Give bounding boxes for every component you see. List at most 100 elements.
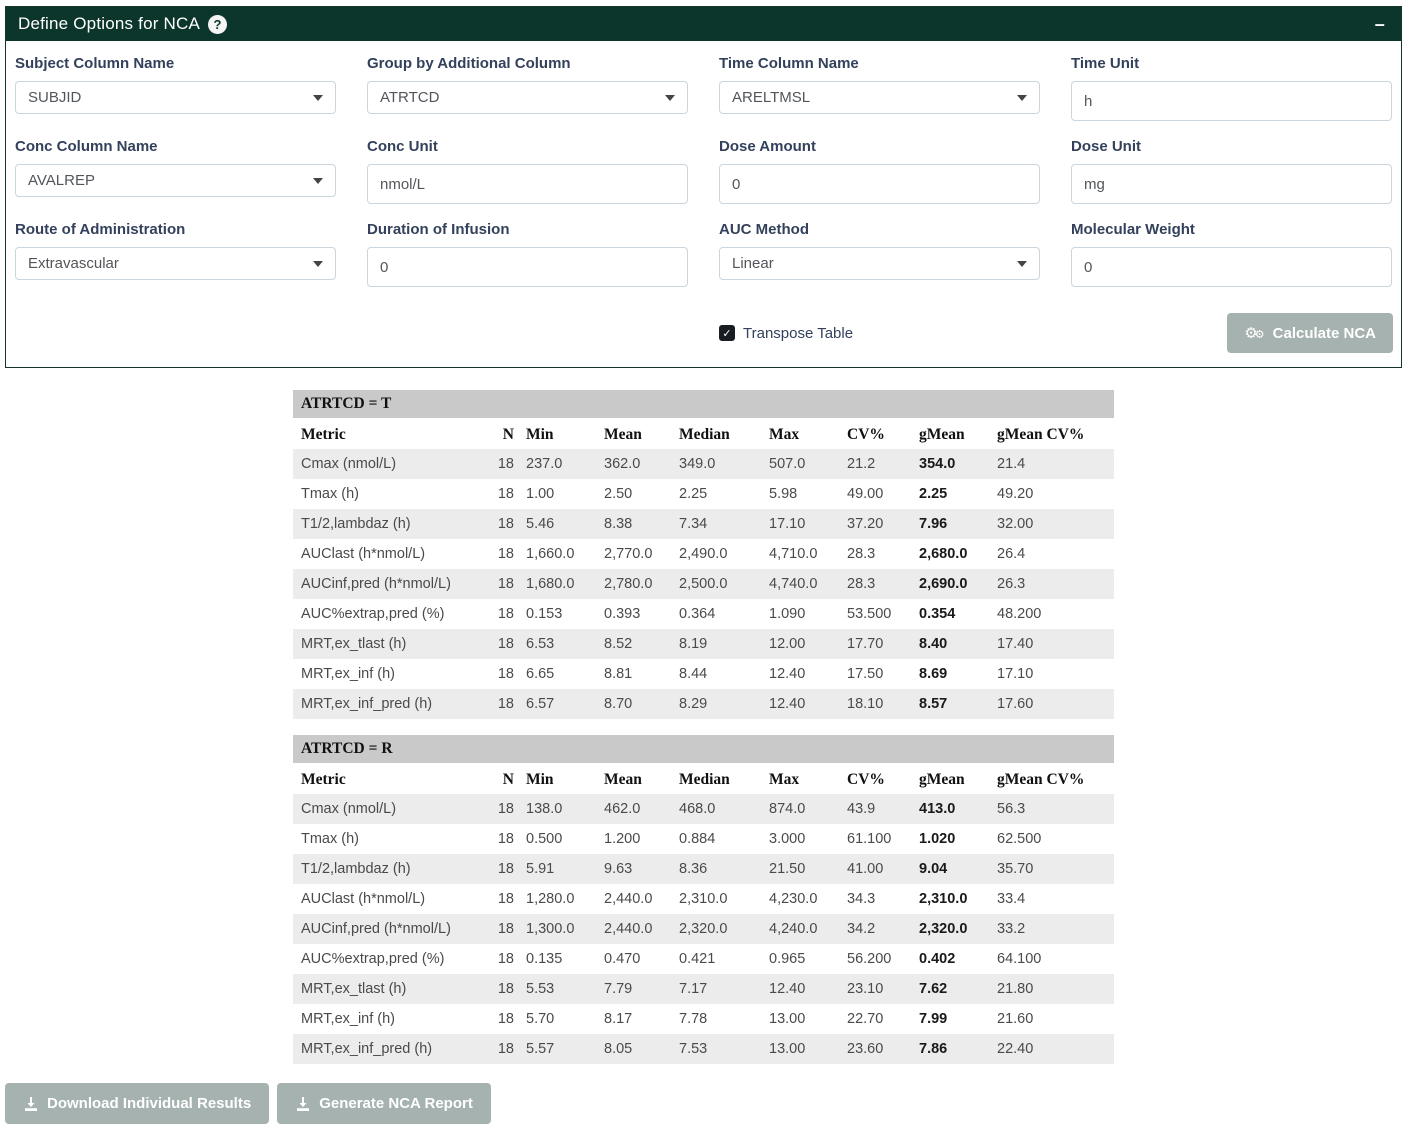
table-row: AUClast (h*nmol/L) 18 1,660.0 2,770.0 2,490.… <box>293 539 1114 569</box>
column-header: Median <box>671 419 761 449</box>
download-individual-results-label: Download Individual Results <box>47 1095 252 1112</box>
value-cell: 18 <box>493 854 518 884</box>
auc-method-select[interactable]: Linear <box>719 247 1040 280</box>
metric-cell: Tmax (h) <box>301 831 359 847</box>
value-cell: 18 <box>493 689 518 719</box>
duration-of-infusion-label: Duration of Infusion <box>367 221 510 238</box>
molecular-weight-input[interactable] <box>1071 247 1392 287</box>
value-cell: 18 <box>497 831 514 847</box>
transpose-table-option: ✓ Transpose Table <box>719 325 1041 342</box>
value-cell: 56.200 <box>847 951 892 967</box>
table-row: MRT,ex_inf_pred (h) 18 6.57 8.70 8.29 12.40 18… <box>293 689 1115 719</box>
download-icon <box>23 1096 39 1112</box>
subject-column-name-field: Subject Column Name SUBJID <box>15 55 336 121</box>
calculate-nca-button[interactable]: ⚙ ⚙ Calculate NCA <box>1227 313 1393 353</box>
column-header: gMean CV% <box>989 764 1115 794</box>
value-cell: 18 <box>493 629 518 659</box>
help-icon[interactable]: ? <box>208 14 228 34</box>
dose-amount-input[interactable] <box>719 164 1040 204</box>
value-cell: 2,320.0 <box>911 914 989 944</box>
value-cell: 18 <box>497 666 514 682</box>
value-cell: 7.99 <box>919 1011 948 1027</box>
column-header: Metric <box>293 419 493 449</box>
chevron-down-icon <box>313 260 323 267</box>
value-cell: 0.364 <box>679 606 716 622</box>
panel-header: Define Options for NCA ? – <box>6 7 1401 41</box>
group-by-additional-column-field: Group by Additional Column ATRTCD <box>367 55 688 121</box>
column-header: gMean <box>911 764 989 794</box>
route-of-administration-select[interactable]: Extravascular <box>15 247 336 280</box>
table-row: AUC%extrap,pred (%) 18 0.153 0.393 0.364 1.09… <box>293 599 1114 629</box>
value-cell: 3.000 <box>769 831 806 847</box>
metric-cell: MRT,ex_tlast (h) <box>293 974 493 1004</box>
value-cell: 18 <box>493 914 518 944</box>
value-cell: 0.354 <box>919 606 956 622</box>
metric-cell: MRT,ex_inf (h) <box>301 666 396 682</box>
value-cell: 34.2 <box>839 914 911 944</box>
time-unit-input[interactable] <box>1071 81 1392 121</box>
value-cell: 874.0 <box>761 794 839 824</box>
auc-method-label: AUC Method <box>719 221 809 238</box>
value-cell: 17.10 <box>997 666 1034 682</box>
value-cell: 8.19 <box>671 629 761 659</box>
value-cell: 18 <box>497 891 514 907</box>
value-cell: 1.020 <box>919 831 956 847</box>
column-header: Min <box>518 419 596 449</box>
value-cell: 2,680.0 <box>919 546 968 562</box>
column-header: CV% <box>839 764 911 794</box>
value-cell: 6.65 <box>526 666 555 682</box>
time-column-name-value: ARELTMSL <box>732 89 811 106</box>
dose-amount-field: Dose Amount <box>719 138 1040 204</box>
dose-unit-input[interactable] <box>1071 164 1392 204</box>
metric-cell: AUCinf,pred (h*nmol/L) <box>293 569 493 599</box>
table-row: Cmax (nmol/L) 18 237.0 362.0 349.0 507.0 21.2 3… <box>293 449 1115 479</box>
value-cell: 7.34 <box>671 509 761 539</box>
value-cell: 1,280.0 <box>526 891 575 907</box>
value-cell: 7.96 <box>911 509 989 539</box>
column-header: CV% <box>839 419 911 449</box>
value-cell: 5.57 <box>518 1034 596 1064</box>
table-row: AUClast (h*nmol/L) 18 1,280.0 2,440.0 2,310.… <box>293 884 1114 914</box>
value-cell: 0.470 <box>604 951 641 967</box>
route-of-administration-label: Route of Administration <box>15 221 186 238</box>
duration-of-infusion-input[interactable] <box>367 247 688 287</box>
value-cell: 1,300.0 <box>518 914 596 944</box>
transpose-table-checkbox[interactable]: ✓ <box>719 325 735 341</box>
metric-cell: AUClast (h*nmol/L) <box>301 891 426 907</box>
value-cell: 7.86 <box>911 1034 989 1064</box>
value-cell: 2.50 <box>604 486 633 502</box>
column-header: gMean <box>911 419 989 449</box>
conc-column-name-select[interactable]: AVALREP <box>15 164 336 197</box>
molecular-weight-field: Molecular Weight <box>1071 221 1392 287</box>
duration-of-infusion-field: Duration of Infusion <box>367 221 688 287</box>
download-individual-results-button[interactable]: Download Individual Results <box>5 1083 270 1124</box>
time-column-name-select[interactable]: ARELTMSL <box>719 81 1040 114</box>
generate-nca-report-button[interactable]: Generate NCA Report <box>277 1083 491 1124</box>
column-header: Max <box>761 764 839 794</box>
value-cell: 17.70 <box>839 629 911 659</box>
auc-method-value: Linear <box>732 255 774 272</box>
value-cell: 1.00 <box>526 486 555 502</box>
conc-column-name-label: Conc Column Name <box>15 138 158 155</box>
route-of-administration-field: Route of Administration Extravascular <box>15 221 336 287</box>
metric-cell: AUC%extrap,pred (%) <box>301 951 445 967</box>
value-cell: 18 <box>493 1034 518 1064</box>
value-cell: 8.69 <box>919 666 948 682</box>
metric-cell: MRT,ex_inf (h) <box>301 1011 396 1027</box>
download-icon <box>295 1096 311 1112</box>
conc-unit-input[interactable] <box>367 164 688 204</box>
group-by-additional-column-select[interactable]: ATRTCD <box>367 81 688 114</box>
column-header: N <box>493 764 518 794</box>
value-cell: 0.393 <box>604 606 641 622</box>
conc-column-name-field: Conc Column Name AVALREP <box>15 138 336 204</box>
results-table-r: ATRTCD = R Metric N Min Mean Median Max CV% gMea… <box>293 735 1115 1064</box>
transpose-table-label: Transpose Table <box>743 324 854 342</box>
subject-column-name-select[interactable]: SUBJID <box>15 81 336 114</box>
table-row: T1/2,lambdaz (h) 18 5.46 8.38 7.34 17.10 37.20… <box>293 509 1115 539</box>
minimize-button[interactable]: – <box>1374 14 1385 34</box>
value-cell: 17.50 <box>847 666 884 682</box>
value-cell: 2,690.0 <box>911 569 989 599</box>
metric-cell: T1/2,lambdaz (h) <box>293 509 493 539</box>
value-cell: 237.0 <box>518 449 596 479</box>
time-unit-field: Time Unit <box>1071 55 1392 121</box>
